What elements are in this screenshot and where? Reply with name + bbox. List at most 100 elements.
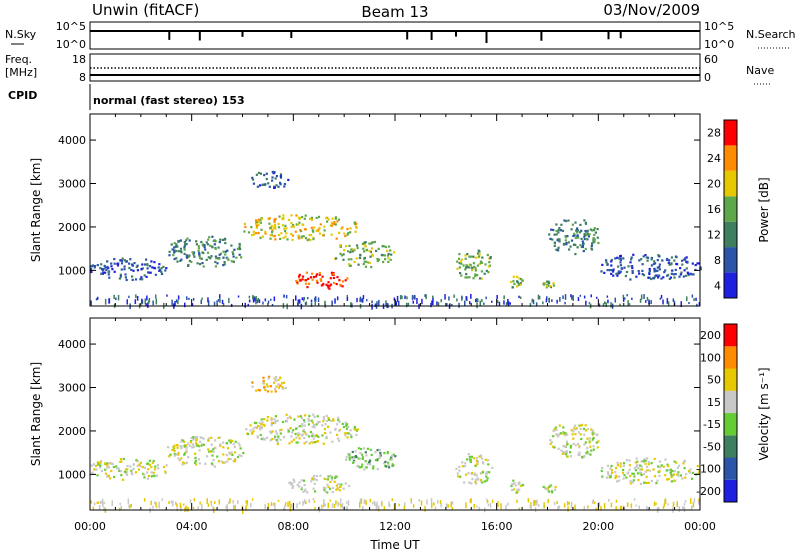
ground-scatter-cell: [244, 302, 246, 308]
ground-scatter-cell: [290, 504, 292, 508]
range-gate-cell: [558, 227, 561, 230]
ground-scatter-cell: [401, 295, 403, 300]
ground-scatter-cell: [411, 295, 414, 301]
range-gate-cell: [305, 271, 308, 274]
range-gate-cell: [568, 248, 571, 251]
range-gate-cell: [459, 272, 462, 275]
range-gate-cell: [183, 453, 186, 456]
range-gate-cell: [458, 253, 461, 256]
range-gate-cell: [618, 479, 621, 482]
ground-scatter-cell: [206, 498, 208, 505]
range-gate-cell: [232, 260, 235, 263]
range-gate-cell: [220, 460, 223, 463]
ground-scatter-cell: [619, 506, 622, 510]
range-gate-cell: [226, 257, 229, 260]
ground-scatter-cell: [359, 297, 361, 303]
ground-scatter-cell: [556, 299, 558, 304]
range-gate-cell: [145, 275, 148, 278]
range-gate-cell: [125, 470, 128, 474]
ground-scatter-cell: [395, 301, 398, 306]
range-gate-cell: [211, 235, 214, 238]
range-gate-cell: [658, 274, 661, 277]
range-gate-cell: [157, 266, 160, 269]
range-gate-cell: [298, 273, 301, 276]
range-gate-cell: [182, 439, 185, 442]
range-gate-cell: [655, 269, 658, 272]
range-gate-cell: [456, 472, 459, 475]
range-gate-cell: [374, 459, 378, 462]
range-gate-cell: [205, 455, 209, 458]
range-gate-cell: [198, 462, 201, 465]
range-gate-cell: [145, 258, 148, 261]
range-gate-cell: [638, 272, 641, 275]
range-gate-cell: [575, 229, 578, 232]
ground-scatter-cell: [254, 297, 256, 302]
ground-scatter-cell: [698, 302, 701, 306]
range-gate-cell: [549, 285, 552, 288]
range-gate-cell: [576, 246, 579, 249]
range-gate-cell: [629, 479, 632, 482]
ground-scatter-cell: [413, 294, 416, 299]
range-gate-cell: [519, 484, 523, 488]
range-gate-cell: [348, 264, 351, 267]
range-gate-cell: [183, 241, 186, 244]
range-gate-cell: [298, 481, 301, 484]
range-gate-cell: [484, 458, 487, 461]
y-tick-label: 1000: [58, 468, 86, 481]
range-gate-cell: [271, 176, 274, 179]
range-gate-cell: [275, 175, 278, 178]
range-gate-cell: [351, 450, 354, 454]
range-gate-cell: [323, 229, 326, 232]
range-gate-cell: [610, 264, 613, 267]
range-gate-cell: [222, 441, 225, 444]
range-gate-cell: [143, 473, 146, 476]
range-gate-cell: [325, 419, 328, 423]
range-gate-cell: [647, 463, 650, 466]
range-gate-cell: [126, 465, 129, 468]
range-gate-cell: [108, 466, 111, 469]
ground-scatter-cell: [340, 498, 342, 503]
range-gate-cell: [136, 264, 139, 267]
range-gate-cell: [325, 217, 328, 220]
range-gate-cell: [470, 455, 473, 458]
range-gate-cell: [339, 252, 342, 255]
range-gate-cell: [146, 267, 149, 270]
range-gate-cell: [279, 438, 282, 441]
ground-scatter-cell: [686, 296, 688, 302]
ground-scatter-cell: [556, 500, 558, 504]
range-gate-cell: [226, 447, 230, 450]
range-gate-cell: [275, 184, 278, 187]
range-gate-cell: [462, 264, 465, 267]
ground-scatter-cell: [626, 502, 629, 508]
ground-scatter-cell: [469, 499, 472, 503]
ground-scatter-cell: [314, 300, 316, 306]
range-gate-cell: [304, 214, 307, 217]
range-gate-cell: [366, 463, 369, 466]
range-gate-cell: [592, 445, 595, 448]
range-gate-cell: [209, 257, 212, 260]
ground-scatter-cell: [115, 297, 117, 301]
range-gate-cell: [542, 485, 545, 488]
range-gate-cell: [583, 443, 586, 446]
ground-scatter-cell: [388, 501, 390, 507]
colorbar-swatch: [724, 120, 737, 146]
range-gate-cell: [455, 467, 458, 470]
range-gate-cell: [579, 424, 582, 427]
range-gate-cell: [261, 421, 264, 424]
range-gate-cell: [350, 258, 353, 261]
range-gate-cell: [197, 445, 200, 448]
range-gate-cell: [173, 257, 176, 261]
ground-scatter-cell: [672, 502, 675, 507]
range-gate-cell: [235, 256, 238, 259]
range-gate-cell: [643, 481, 646, 484]
range-gate-cell: [201, 262, 204, 265]
ground-scatter-cell: [369, 498, 371, 503]
range-gate-cell: [572, 430, 575, 433]
range-gate-cell: [314, 435, 317, 438]
range-gate-cell: [135, 265, 138, 269]
range-gate-cell: [460, 274, 463, 277]
ground-scatter-cell: [232, 500, 234, 504]
range-gate-cell: [266, 436, 269, 439]
ground-scatter-cell: [270, 298, 272, 301]
